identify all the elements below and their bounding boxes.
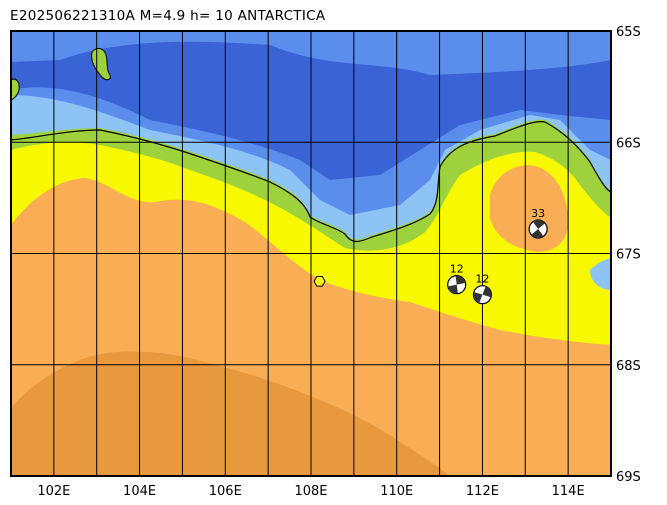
beachball-quadrant — [473, 292, 483, 304]
focal-mechanism: 12 — [472, 273, 493, 305]
beachball-quadrant — [447, 284, 458, 294]
event-depth-label: 12 — [475, 273, 489, 286]
lat-tick-label: 68S — [616, 359, 641, 374]
coastline — [11, 121, 611, 243]
lon-tick-label: 112E — [466, 484, 499, 499]
lon-tick-label: 104E — [123, 484, 156, 499]
orange-patch — [490, 165, 569, 252]
map-frame — [10, 30, 612, 477]
lon-tick-label: 108E — [294, 484, 327, 499]
lat-tick-label: 69S — [616, 470, 641, 485]
lat-tick-label: 66S — [616, 136, 641, 151]
bay — [590, 258, 611, 290]
lat-lon-grid — [11, 31, 611, 476]
epicenter-hexagon — [313, 276, 326, 287]
latitude-labels: 65S 66S 67S 68S 69S — [616, 25, 641, 485]
lon-tick-label: 110E — [380, 484, 413, 499]
event-depth-label: 12 — [450, 263, 464, 276]
beachball-quadrant — [482, 286, 492, 298]
depth: h= 10 — [190, 8, 234, 24]
longitude-labels: 102E 104E 106E 108E 110E 112E 114E — [37, 484, 584, 499]
dark-orange-area — [11, 351, 450, 476]
lon-tick-label: 102E — [37, 484, 70, 499]
magnitude: M=4.9 — [139, 8, 186, 24]
focal-mechanism: 33 — [528, 207, 548, 239]
epicenter-marker — [313, 276, 326, 287]
beachball-quadrant — [532, 219, 545, 230]
lon-tick-label: 114E — [552, 484, 585, 499]
focal-mechanisms: 33 12 12 — [447, 207, 548, 305]
map-title: E202506221310A M=4.9 h= 10 ANTARCTICA — [10, 8, 325, 24]
beachball-quadrant — [531, 229, 544, 239]
event-id: E202506221310A — [10, 8, 136, 24]
event-depth-label: 33 — [531, 207, 545, 220]
focal-mechanism: 12 — [447, 263, 467, 295]
lat-tick-label: 67S — [616, 248, 641, 263]
lon-tick-label: 106E — [209, 484, 242, 499]
beachball-quadrant — [455, 275, 466, 285]
lat-tick-label: 65S — [616, 25, 641, 40]
region-name: ANTARCTICA — [237, 8, 326, 24]
